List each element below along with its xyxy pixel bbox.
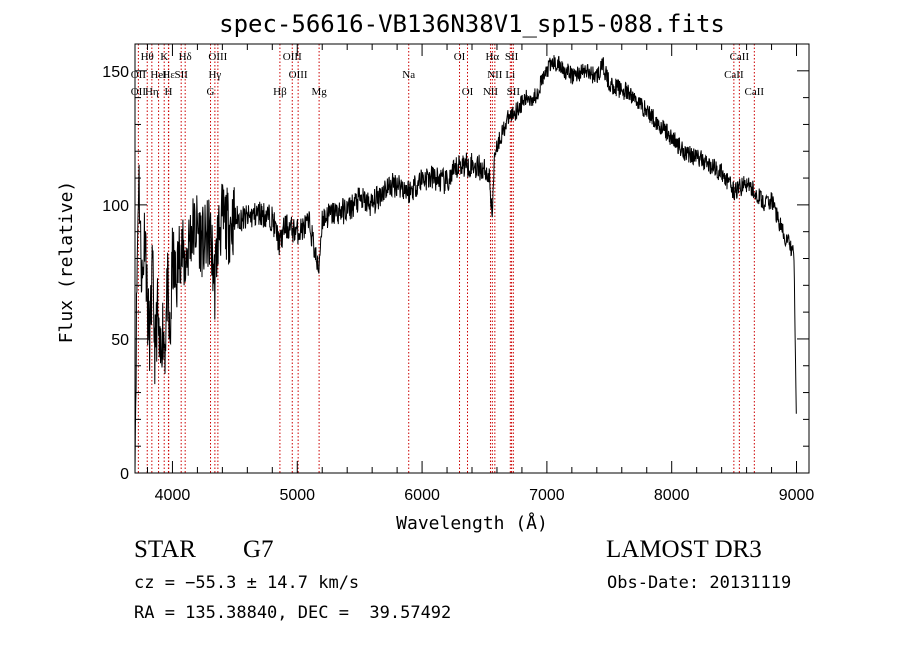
line-markers: [137, 44, 755, 473]
marker-label-3: OIII: [208, 51, 227, 63]
x-axis-label: Wavelength (Å): [396, 512, 548, 534]
marker-label-17: Li: [505, 69, 515, 81]
marker-label-18: CaII: [724, 69, 744, 81]
x-tick-label-2: 6000: [404, 487, 440, 504]
observation-date: Obs-Date: 20131119: [607, 573, 792, 593]
marker-label-10: Hε: [162, 69, 175, 81]
marker-label-12: SII: [174, 69, 188, 81]
y-tick-label-2: 100: [102, 198, 129, 215]
marker-label-24: Mg: [311, 86, 327, 98]
marker-label-8: CaII: [730, 51, 750, 63]
y-tick-label-0: 0: [120, 466, 129, 483]
marker-label-7: SII: [505, 51, 519, 63]
marker-label-14: OIII: [289, 69, 308, 81]
axis-tick-labels: 4000 5000 6000 7000 8000 9000 0 50 100 150: [102, 64, 814, 504]
marker-label-4: OIII: [283, 51, 302, 63]
marker-label-20: Hη: [145, 86, 159, 98]
marker-label-25: OI: [462, 86, 474, 98]
marker-label-1: K: [160, 51, 168, 63]
chart-title: spec-56616-VB136N38V1_sp15-088.fits: [219, 10, 725, 38]
y-tick-label-1: 50: [111, 332, 129, 349]
object-type: STAR: [134, 536, 196, 563]
x-tick-label-4: 8000: [654, 487, 690, 504]
x-tick-label-3: 7000: [529, 487, 565, 504]
marker-label-11: HeI: [150, 69, 167, 81]
marker-label-0: Hθ: [141, 51, 154, 63]
marker-label-5: OI: [454, 51, 466, 63]
plot-frame: [134, 43, 810, 474]
marker-label-22: G: [207, 86, 215, 98]
y-tick-label-3: 150: [102, 64, 129, 81]
marker-label-6: Hα: [485, 51, 499, 63]
axis-ticks: [135, 43, 809, 474]
x-tick-label-5: 9000: [779, 487, 815, 504]
spectrum-line: [134, 55, 797, 474]
marker-label-2: Hδ: [179, 51, 192, 63]
marker-label-27: SII: [507, 86, 521, 98]
marker-label-15: Na: [402, 69, 415, 81]
marker-label-19: OII: [131, 86, 147, 98]
marker-label-26: NII: [483, 86, 499, 98]
marker-label-16: NII: [487, 69, 503, 81]
marker-label-13: Hγ: [208, 69, 221, 81]
redshift-cz: cz = −55.3 ± 14.7 km/s: [134, 573, 360, 593]
spectral-class: G7: [243, 536, 274, 563]
survey-name: LAMOST DR3: [606, 536, 762, 563]
ra-dec-coordinates: RA = 135.38840, DEC = 39.57492: [134, 603, 452, 623]
x-tick-label-1: 5000: [279, 487, 315, 504]
x-tick-label-0: 4000: [155, 487, 191, 504]
y-axis-label: Flux (relative): [56, 181, 77, 344]
marker-label-23: Hβ: [273, 86, 287, 98]
marker-label-28: CaII: [745, 86, 765, 98]
marker-label-21: H: [164, 86, 172, 98]
